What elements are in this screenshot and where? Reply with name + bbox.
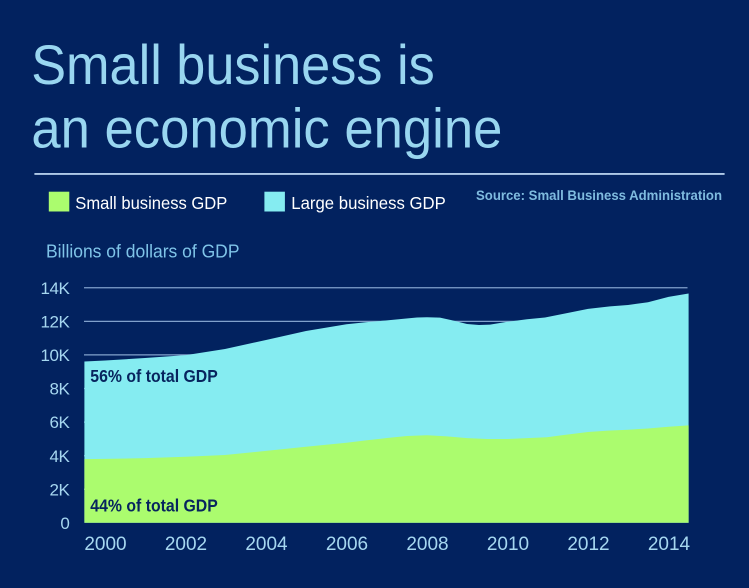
svg-text:Billions of dollars of GDP: Billions of dollars of GDP — [46, 240, 240, 261]
svg-text:Source: Small Business Adminis: Source: Small Business Administration — [476, 187, 722, 203]
svg-text:2010: 2010 — [487, 534, 529, 555]
svg-text:44% of total GDP: 44% of total GDP — [90, 496, 218, 516]
svg-text:2002: 2002 — [165, 534, 207, 555]
svg-text:56% of total GDP: 56% of total GDP — [90, 366, 218, 386]
svg-text:12K: 12K — [41, 313, 71, 332]
svg-text:6K: 6K — [50, 413, 71, 432]
svg-text:2000: 2000 — [84, 534, 126, 555]
svg-text:0: 0 — [60, 514, 69, 533]
svg-text:2006: 2006 — [326, 534, 368, 555]
svg-text:8K: 8K — [50, 380, 71, 399]
svg-text:Small business is: Small business is — [31, 33, 435, 96]
svg-text:2K: 2K — [50, 480, 71, 499]
svg-text:Large business GDP: Large business GDP — [291, 193, 446, 213]
svg-text:an economic engine: an economic engine — [31, 96, 502, 159]
svg-text:2004: 2004 — [245, 534, 288, 555]
svg-text:14K: 14K — [41, 279, 71, 298]
svg-text:4K: 4K — [50, 447, 71, 466]
svg-text:Small business GDP: Small business GDP — [75, 193, 227, 213]
svg-text:2012: 2012 — [567, 534, 609, 555]
svg-text:2008: 2008 — [406, 534, 448, 555]
svg-text:2014: 2014 — [648, 534, 691, 555]
svg-text:10K: 10K — [41, 346, 71, 365]
